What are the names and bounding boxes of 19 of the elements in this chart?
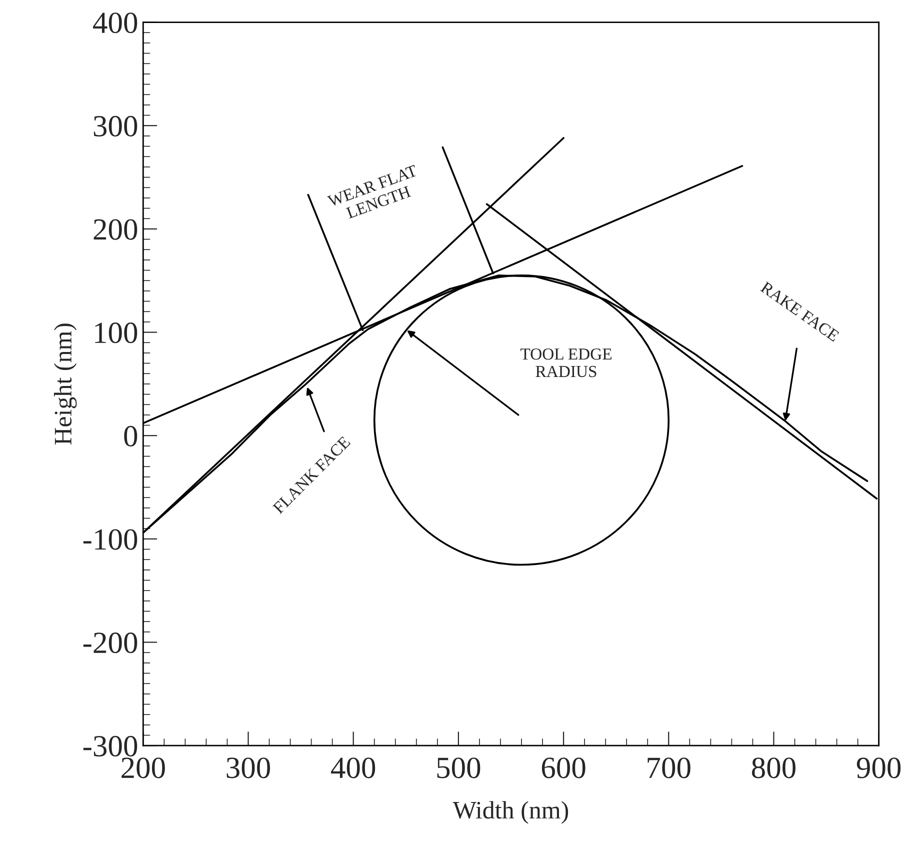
- x-tick-label: 800: [752, 758, 796, 778]
- x-axis-title: Width (nm): [452, 801, 568, 824]
- y-tick-label: 200: [94, 219, 138, 240]
- x-tick-label: 600: [542, 758, 586, 778]
- y-tick-label: 100: [95, 322, 138, 344]
- y-tick-label: -100: [83, 529, 138, 550]
- y-axis-title: Height (nm): [54, 324, 77, 445]
- x-tick-label: 500: [437, 758, 480, 778]
- x-tick-label: 300: [226, 758, 270, 778]
- x-tick-label: 400: [331, 758, 376, 778]
- x-tick-label: 700: [648, 758, 690, 778]
- x-tick-label: 200: [122, 758, 165, 778]
- y-tick-label: -300: [83, 736, 138, 756]
- annotation: TOOL EDGE RADIUS: [520, 348, 612, 378]
- y-tick-label: 400: [93, 12, 138, 34]
- y-tick-label: 0: [124, 426, 138, 447]
- y-tick-label: 300: [94, 116, 138, 137]
- x-tick-label: 900: [856, 758, 901, 778]
- y-tick-label: -200: [83, 632, 138, 654]
